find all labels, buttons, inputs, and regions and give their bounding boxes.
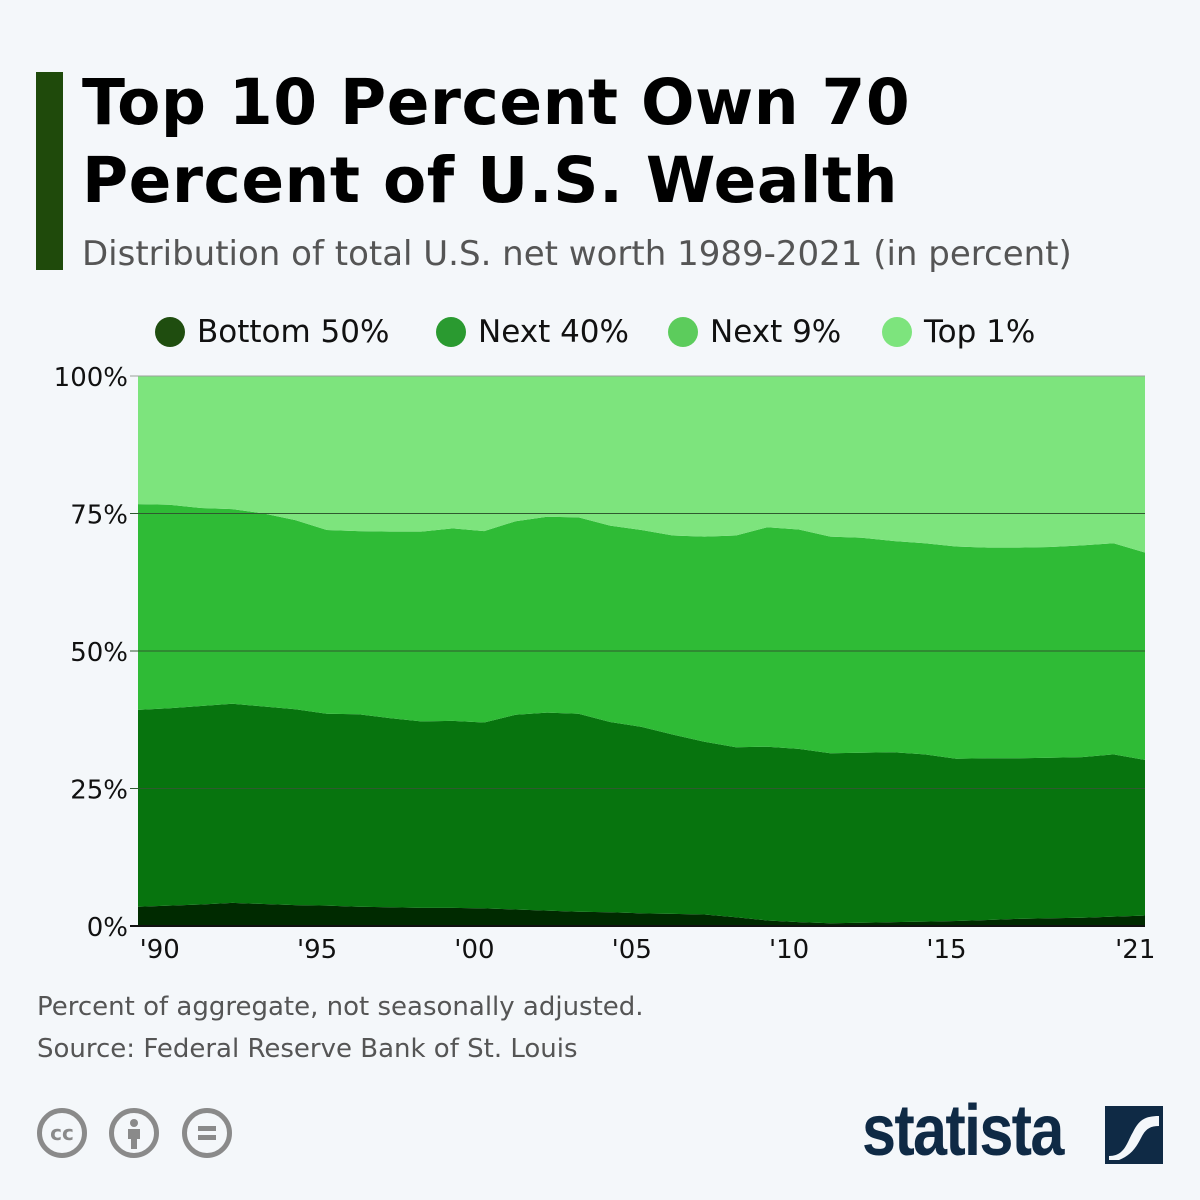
x-tick-label: '05 [612,935,652,965]
y-tick-label: 75% [70,501,128,531]
stacked-area-chart: 0% 25% 50% 75% 100% '90 '95 '00 '05 '10 '15 '21 [54,363,1156,965]
cc-icon[interactable]: cc [37,1108,87,1158]
legend-swatch [436,317,466,347]
chart-subtitle: Distribution of total U.S. net worth 198… [82,234,1072,274]
no-derivatives-icon[interactable] [182,1108,232,1158]
legend-item-next-40: Next 40% [436,314,629,350]
y-tick-label: 0% [87,913,128,943]
gridlines [130,375,1145,789]
area-next-9 [138,504,1145,760]
legend-item-next-9: Next 9% [668,314,841,350]
x-axis: '90 '95 '00 '05 '10 '15 '21 [130,925,1155,965]
statista-logo-text: statista [862,1091,1064,1171]
y-tick-label: 50% [70,638,128,668]
chart-title: Top 10 Percent Own 70 Percent of U.S. We… [82,66,911,217]
x-tick-label: '00 [454,935,494,965]
title-accent-bar [36,72,63,270]
legend-label: Next 40% [478,314,629,350]
area-bottom-50 [138,902,1145,926]
area-top-1 [138,376,1145,553]
legend: Bottom 50% Next 40% Next 9% Top 1% [0,314,1200,358]
legend-item-bottom-50: Bottom 50% [155,314,389,350]
x-tick-label: '21 [1115,935,1155,965]
x-tick-label: '90 [140,935,180,965]
x-tick-label: '10 [769,935,809,965]
y-tick-label: 25% [70,776,128,806]
legend-label: Top 1% [924,314,1036,350]
x-tick-label: '95 [297,935,337,965]
y-tick-label: 100% [54,363,128,393]
legend-swatch [155,317,185,347]
legend-swatch [882,317,912,347]
statista-logo-mark-icon [1105,1106,1163,1164]
areas [138,376,1145,926]
statista-logo[interactable]: statista [862,1090,1163,1172]
area-next-40 [138,703,1145,924]
legend-label: Next 9% [710,314,842,350]
legend-swatch [668,317,698,347]
attribution-icon[interactable] [109,1108,159,1158]
footnote: Percent of aggregate, not seasonally adj… [37,992,644,1022]
source-note: Source: Federal Reserve Bank of St. Loui… [37,1034,578,1064]
legend-label: Bottom 50% [197,314,390,350]
legend-item-top-1: Top 1% [882,314,1035,350]
x-tick-label: '15 [926,935,966,965]
y-axis: 0% 25% 50% 75% 100% [54,363,128,943]
